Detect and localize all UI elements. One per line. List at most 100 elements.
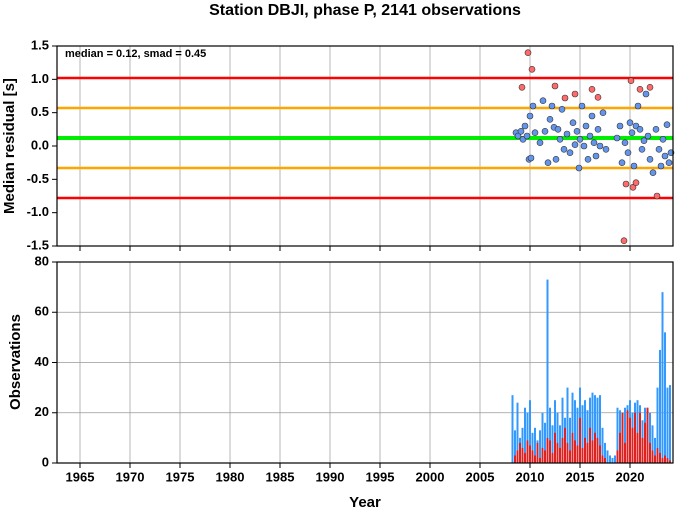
bar [511, 395, 514, 463]
x-tick-label: 2010 [516, 469, 545, 484]
x-tick-label: 1995 [366, 469, 395, 484]
bar [636, 432, 639, 463]
bar [546, 279, 549, 463]
bar [594, 395, 596, 463]
bar [561, 397, 564, 463]
data-point [544, 159, 552, 166]
data-point [590, 139, 598, 146]
x-tick-label: 2000 [416, 469, 445, 484]
bar [654, 455, 656, 463]
bar [604, 457, 606, 463]
bar [641, 437, 644, 463]
bar [544, 450, 546, 463]
bar [519, 442, 521, 463]
y-tick-label: 0.5 [31, 104, 49, 119]
data-point [576, 136, 584, 143]
x-tick-label: 2005 [466, 469, 495, 484]
bar [569, 417, 571, 463]
y-tick-label: 1.0 [31, 71, 49, 86]
x-axis-label: Year [349, 494, 381, 511]
data-point [546, 116, 554, 123]
y-tick-label: 1.5 [31, 37, 49, 52]
bar [529, 400, 531, 463]
bar [661, 457, 664, 463]
bar [599, 445, 601, 463]
bar [669, 385, 671, 463]
bar [549, 440, 551, 463]
bar [614, 455, 616, 463]
data-point [514, 132, 522, 140]
bar [626, 410, 629, 463]
bar [539, 457, 541, 463]
bar [666, 457, 669, 463]
bar [634, 412, 636, 463]
data-point [620, 237, 628, 244]
plot-frame [56, 261, 674, 464]
bar [606, 450, 609, 463]
bar [574, 400, 576, 463]
data-point [649, 169, 657, 176]
data-point [629, 184, 637, 191]
data-point [602, 146, 610, 153]
data-point [588, 86, 596, 93]
y-tick-label: -0.5 [27, 171, 49, 186]
bar [636, 400, 639, 463]
data-point [636, 86, 644, 93]
x-tick-label: 1965 [66, 469, 95, 484]
y-tick-label: 0 [42, 454, 49, 469]
bar [591, 392, 594, 463]
y-tick-label: 80 [35, 253, 49, 268]
bar [649, 442, 651, 463]
data-point [518, 84, 526, 91]
data-point [582, 122, 590, 130]
bar [601, 455, 604, 463]
bar [514, 455, 516, 463]
bar [571, 432, 574, 463]
data-point [626, 119, 634, 126]
data-point [580, 142, 588, 150]
data-point [560, 146, 568, 153]
y-tick-label: -1.0 [27, 204, 49, 219]
bar [546, 437, 549, 463]
data-point [541, 128, 549, 135]
data-point [640, 137, 648, 144]
bar [656, 447, 659, 463]
bar [589, 427, 591, 463]
x-tick-label: 1970 [116, 469, 145, 484]
bar [551, 425, 554, 463]
bar [584, 400, 586, 463]
bar [624, 407, 626, 463]
x-tick-label: 2020 [616, 469, 645, 484]
y-axis-label: Observations [7, 314, 24, 410]
bar [524, 407, 526, 463]
bar [646, 407, 649, 463]
bar [619, 432, 621, 463]
bar [586, 410, 589, 463]
data-point [646, 84, 654, 91]
data-point [624, 149, 632, 156]
bar [651, 425, 654, 463]
bar [521, 447, 524, 463]
bar [556, 442, 559, 463]
y-tick-label: 0.0 [31, 137, 49, 152]
data-point [529, 102, 537, 110]
plot-frame [56, 45, 674, 247]
bar [581, 447, 584, 463]
data-point [563, 130, 571, 138]
bar [601, 427, 604, 463]
data-point [586, 132, 594, 140]
bar [551, 452, 554, 463]
data-point [632, 179, 640, 186]
bar [534, 455, 536, 463]
x-tick-label: 2015 [566, 469, 595, 484]
data-point [622, 180, 630, 188]
bar [649, 412, 651, 463]
annotation: median = 0.12, smad = 0.45 [65, 48, 206, 60]
bar [566, 442, 569, 463]
bar [584, 437, 586, 463]
data-point [523, 132, 531, 140]
data-point [539, 97, 547, 104]
data-point [596, 142, 604, 150]
bar [624, 442, 626, 463]
bar [559, 425, 561, 463]
